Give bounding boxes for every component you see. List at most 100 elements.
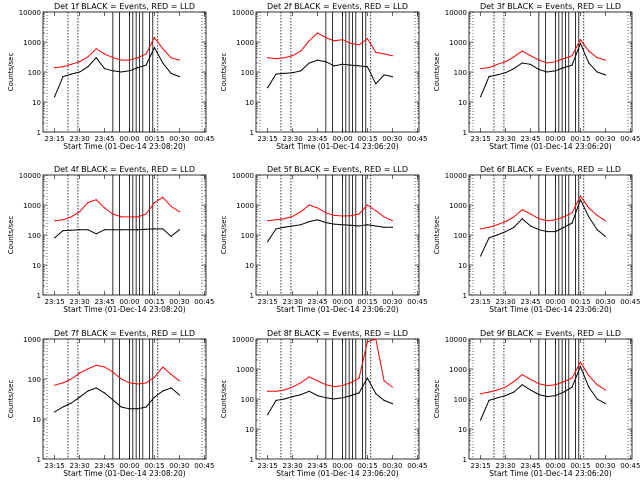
x-tick-label: 00:45 [194, 462, 214, 470]
events-point [153, 396, 156, 398]
events-point [300, 224, 302, 226]
events-point [137, 408, 139, 410]
x-tick-label: 23:15 [45, 298, 65, 306]
x-tick-label: 23:45 [94, 298, 114, 306]
lld-point [579, 195, 582, 197]
x-axis-label: Start Time (01-Dec-14 23:08:20) [63, 305, 185, 314]
events-point [87, 390, 89, 392]
x-axis-label: Start Time (01-Dec-14 23:06:20) [489, 469, 611, 478]
lld-point [267, 57, 269, 59]
events-point [546, 230, 548, 233]
events-point [563, 391, 565, 393]
events-series-line [267, 376, 393, 415]
events-point [579, 42, 582, 44]
events-point [70, 229, 72, 231]
x-axis-label: Start Time (01-Dec-14 23:06:20) [276, 142, 398, 151]
y-tick-label: 1 [463, 456, 467, 464]
events-point [308, 220, 310, 223]
events-point [366, 377, 369, 379]
events-point [178, 394, 180, 396]
y-tick-label: 10 [32, 99, 41, 107]
y-tick-label: 10000 [232, 336, 254, 344]
lld-point [62, 219, 64, 221]
events-point [596, 398, 598, 400]
lld-point [291, 215, 294, 217]
events-point [383, 399, 385, 401]
events-point [358, 392, 360, 394]
lld-point [333, 40, 335, 42]
events-point [267, 241, 269, 243]
x-tick-label: 00:45 [620, 298, 640, 306]
lld-point [529, 55, 532, 57]
lld-point [120, 59, 122, 61]
events-point [604, 74, 606, 76]
events-point [291, 72, 294, 74]
events-point [521, 62, 523, 64]
lld-point [275, 57, 277, 60]
lld-point [604, 220, 606, 222]
y-tick-label: 10000 [232, 9, 254, 17]
lld-point [170, 205, 172, 207]
events-series-line [54, 46, 180, 97]
x-tick-label: 00:00 [545, 462, 565, 470]
lld-point [283, 57, 285, 59]
x-tick-label: 23:30 [69, 135, 89, 143]
lld-point [504, 220, 507, 223]
lld-point [375, 51, 377, 54]
x-tick-label: 00:45 [407, 135, 427, 143]
lld-point [112, 213, 114, 215]
lld-point [383, 380, 385, 382]
events-point [145, 228, 147, 230]
chart-title: Det 7f BLACK = Events, RED = LLD [54, 329, 195, 338]
events-point [300, 394, 302, 396]
events-point [103, 229, 106, 231]
events-point [579, 199, 582, 201]
events-point [546, 396, 548, 398]
events-point [162, 62, 164, 64]
x-axis-label: Start Time (01-Dec-14 23:08:20) [63, 469, 185, 478]
lld-point [54, 384, 56, 386]
events-point [496, 397, 498, 399]
y-tick-label: 1000 [23, 202, 41, 210]
lld-series-line [480, 38, 606, 70]
lld-point [513, 216, 515, 218]
lld-point [333, 214, 335, 217]
events-point [62, 76, 64, 78]
y-tick-label: 10 [32, 262, 41, 270]
x-tick-label: 23:15 [45, 462, 65, 470]
x-tick-label: 00:00 [332, 135, 352, 143]
x-tick-label: 00:30 [595, 135, 615, 143]
lld-point [62, 66, 64, 68]
events-point [120, 406, 122, 408]
events-point [112, 399, 114, 401]
events-point [383, 226, 385, 228]
x-tick-label: 23:45 [307, 462, 327, 470]
lld-point [383, 53, 385, 55]
events-point [341, 397, 344, 399]
events-point [316, 59, 319, 61]
y-tick-label: 10 [245, 262, 254, 270]
x-tick-label: 00:15 [144, 298, 164, 306]
lld-point [170, 57, 172, 59]
y-tick-label: 100 [241, 232, 254, 240]
events-point [538, 229, 540, 231]
events-point [128, 408, 131, 410]
y-tick-label: 1000 [449, 202, 467, 210]
events-point [95, 387, 97, 389]
lld-point [488, 67, 490, 69]
events-point [375, 225, 377, 227]
lld-point [571, 377, 573, 379]
detector-chart-9: Det 9f BLACK = Events, RED = LLD 1 10 100 10… [433, 329, 640, 478]
events-series-line [480, 365, 606, 421]
lld-point [267, 220, 269, 222]
lld-point [529, 213, 532, 215]
events-point [170, 387, 172, 389]
lld-point [596, 384, 598, 386]
x-axis-label: Start Time (01-Dec-14 23:06:20) [489, 142, 611, 151]
x-tick-label: 23:15 [471, 135, 491, 143]
lld-point [579, 361, 582, 363]
events-point [291, 225, 294, 227]
y-tick-label: 100 [454, 396, 467, 404]
